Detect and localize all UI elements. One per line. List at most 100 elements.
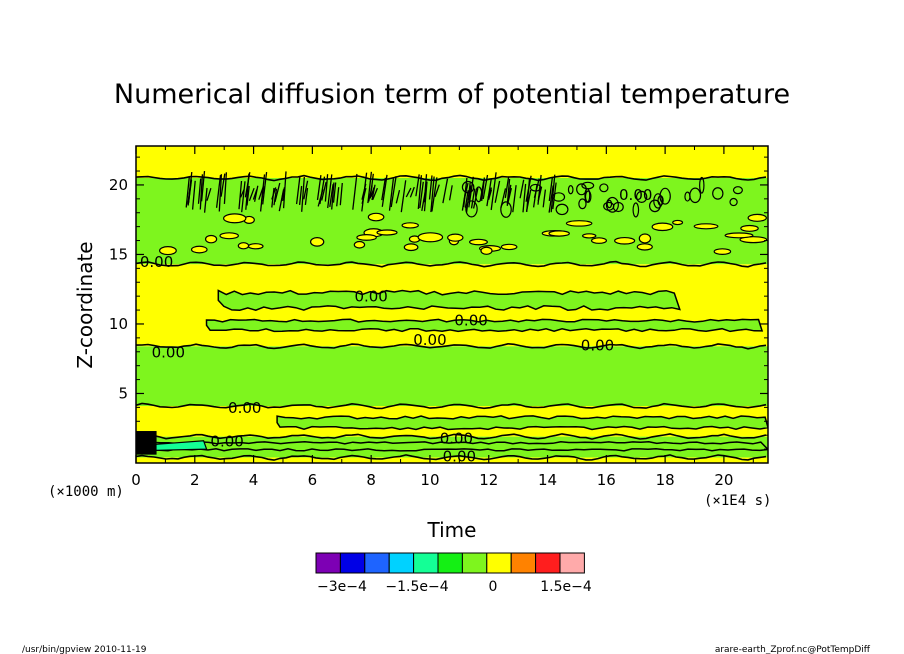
x-tick-label: 18 xyxy=(656,471,675,489)
contour-region-1 xyxy=(205,318,764,333)
x-axis-label: Time xyxy=(427,518,477,542)
contour-line-5 xyxy=(136,174,767,182)
contour-streak xyxy=(507,184,512,200)
contour-cell xyxy=(552,192,566,202)
contour-cell xyxy=(367,212,385,222)
contour-cell xyxy=(417,232,444,243)
contour-streak xyxy=(352,173,358,210)
contour-cell xyxy=(461,180,475,194)
contour-cell xyxy=(729,197,738,207)
contour-streak xyxy=(329,184,334,207)
contour-cell xyxy=(699,176,705,194)
colorbar-swatch xyxy=(510,552,537,574)
contour-streak xyxy=(258,185,265,200)
contour-cell xyxy=(223,213,247,224)
contour-streak xyxy=(339,182,343,206)
contour-streak xyxy=(390,176,397,208)
footer-left: /usr/bin/gpview 2010-11-19 xyxy=(22,645,147,654)
colorbar-swatch xyxy=(486,552,512,574)
contour-cell xyxy=(724,232,754,239)
contour-streak xyxy=(199,174,204,210)
contour-cell xyxy=(376,229,398,236)
contour-streak xyxy=(381,177,387,201)
heatmap-band-0 xyxy=(136,457,768,463)
colorbar-swatch xyxy=(413,552,439,574)
contour-region-2 xyxy=(276,415,768,431)
contour-streak xyxy=(370,187,375,197)
contour-cell xyxy=(693,223,719,230)
x-axis: 0 2 4 6 8 10 12 14 16 18 20 xyxy=(131,146,754,489)
contour-cell xyxy=(614,236,636,245)
x-tick-label: 14 xyxy=(538,471,557,489)
contour-streak xyxy=(361,183,367,200)
contour-cell xyxy=(469,238,488,246)
contour-streak xyxy=(470,188,476,209)
x-tick-label: 16 xyxy=(597,471,616,489)
contour-cell xyxy=(447,233,464,242)
contour-streak xyxy=(273,188,278,206)
contour-cell xyxy=(747,213,767,222)
colorbar-swatch xyxy=(559,552,585,574)
contour-cell xyxy=(651,222,674,232)
contour-cell xyxy=(713,248,732,255)
y-tick-label: 10 xyxy=(109,315,128,333)
contour-cell xyxy=(567,184,574,195)
contour-cell xyxy=(740,224,759,232)
contour-cell xyxy=(219,232,239,240)
contour-streak xyxy=(448,185,453,201)
contour-cell xyxy=(712,187,724,200)
contour-cell xyxy=(548,230,570,237)
contour-streak xyxy=(197,178,202,204)
contour-streak xyxy=(465,182,471,213)
contour-streak xyxy=(486,179,492,207)
contour-streak xyxy=(542,189,547,208)
contour-streak xyxy=(298,185,303,205)
contour-cell xyxy=(204,234,218,244)
contour-label: 0.00 xyxy=(354,288,387,306)
contour-cell xyxy=(605,196,619,213)
contour-streak xyxy=(215,175,222,208)
colorbar-label: 0 xyxy=(489,579,498,595)
contour-cell xyxy=(653,193,663,209)
colorbar-label: −3e−4 xyxy=(317,579,367,595)
contour-streak xyxy=(526,178,531,212)
contour-cell xyxy=(403,243,419,252)
contour-streak xyxy=(381,174,388,207)
contour-streak xyxy=(434,184,440,198)
colorbar-swatch xyxy=(339,552,366,574)
contour-label: 0.00 xyxy=(454,311,487,329)
contour-streak xyxy=(240,189,245,198)
contour-streak xyxy=(241,181,246,213)
contour-line-3 xyxy=(136,342,767,350)
contour-label: 0.00 xyxy=(581,336,614,354)
contour-cell xyxy=(635,190,648,203)
y-unit-label: (×1000 m) xyxy=(48,484,124,500)
colorbar-label: 1.5e−4 xyxy=(540,579,592,595)
contour-cell xyxy=(739,236,768,244)
contour-streak xyxy=(552,182,557,210)
contour-cell xyxy=(648,199,661,213)
contour-streak xyxy=(550,174,556,213)
contour-streak xyxy=(419,181,424,209)
contour-streak xyxy=(187,178,192,203)
contour-streak xyxy=(185,176,190,208)
contour-streak xyxy=(548,185,554,213)
y-axis-label: Z-coordinate xyxy=(73,241,97,368)
contour-cell xyxy=(599,183,609,193)
contour-streak xyxy=(336,187,340,207)
contour-cell xyxy=(578,198,587,210)
contour-cell xyxy=(606,199,613,209)
contour-streak xyxy=(303,180,309,200)
contour-label: 0.00 xyxy=(140,253,173,271)
y-tick-label: 20 xyxy=(109,176,128,194)
contour-line-4 xyxy=(136,260,767,268)
colorbar-swatch xyxy=(535,552,561,574)
contour-cell xyxy=(247,243,264,250)
contour-streak xyxy=(519,179,525,199)
colorbar-swatch xyxy=(388,552,415,574)
contour-cell xyxy=(590,237,608,244)
contour-streak xyxy=(200,171,206,202)
contour-streak xyxy=(301,176,305,212)
y-tick-label: 5 xyxy=(118,384,128,402)
colorbar xyxy=(315,552,585,574)
